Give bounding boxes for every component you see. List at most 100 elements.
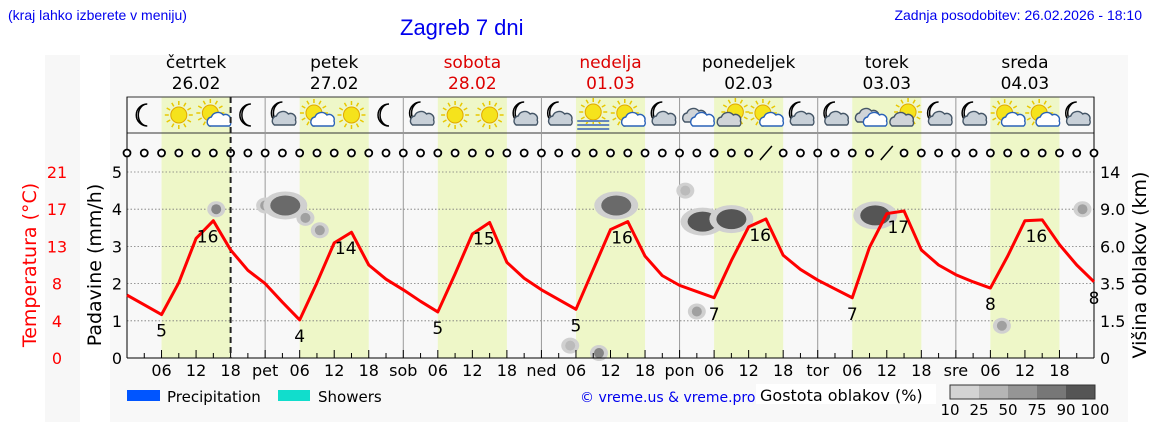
sun-disc [342,106,360,124]
calm-wind-icon [606,148,615,158]
sun-ray [1047,105,1052,109]
day-date: 27.02 [310,74,359,94]
x-tick-label: 06 [704,361,724,380]
temperature-max-label: 15 [473,229,495,249]
calm-wind-icon [640,148,650,158]
cloud-shape [716,111,742,127]
cloud-height-tick-label: 9.0 [1100,200,1125,219]
showers-legend-label: Showers [318,388,382,406]
sun-ray [585,99,589,104]
cloud-blob [593,348,604,359]
sun-ray [1009,100,1013,105]
cloud-shape [1035,111,1061,127]
sun-ray [612,105,617,109]
x-tick-label: sre [944,361,968,380]
sun-ray [1031,100,1035,105]
precip-tick-label: 4 [112,200,122,219]
cloud-legend-frame [949,384,1096,400]
calm-wind-icon [537,148,546,158]
moon-cloud-icon [788,101,815,126]
sun-ray [617,121,621,126]
moon-cloud-icon [1065,101,1091,126]
calm-wind-icon [157,148,166,158]
location-hint[interactable]: (kraj lahko izberete v meniju) [8,7,187,23]
sun-ray [355,123,360,128]
calm-wind-icon [847,148,857,158]
sun-ray [343,123,348,128]
cloud-shape [651,110,677,126]
cloud-blob [691,306,702,317]
sun-ray [447,123,451,128]
cloud-shape [759,111,785,127]
x-tick-label: tor [806,361,829,380]
precip-tick-label: 2 [112,275,122,294]
calm-wind-icon [519,148,529,158]
day-date: 03.03 [862,74,911,94]
day-date: 02.03 [724,74,773,94]
moon-cloud-icon [512,101,539,126]
cloud-height-axis-title: Višina oblakov (km) [1129,172,1151,359]
cloud-shape [690,111,715,127]
wind-barb-icon [759,145,773,161]
cloud-legend-level: 75 [1027,401,1046,419]
calm-wind-icon [381,148,391,158]
sun-disc [446,106,464,124]
sun-disc [481,106,499,124]
calm-wind-icon [778,148,788,158]
sun-ray [601,104,606,108]
sun-ray [997,100,1001,105]
sun-cloud-icon [990,99,1026,127]
x-tick-label: 12 [324,361,344,380]
cloud-shape [409,110,435,126]
precip-tick-label: 1 [112,312,122,331]
day-name: četrtek [166,53,227,73]
x-tick-label: 06 [980,361,1000,380]
sun-ray [617,100,621,105]
sun-ray [183,123,187,128]
temperature-min-label: 5 [432,319,443,339]
calm-wind-icon [951,148,961,158]
cloud-blob [716,209,747,230]
sun-ray [1031,121,1035,126]
daylight-band [575,97,646,358]
moon-shape [239,103,251,127]
sun-icon [441,101,470,129]
cloud-legend-level: 25 [969,401,988,419]
sun-ray [301,117,306,121]
sun-ray [459,102,463,107]
sun-ray [750,117,755,121]
cloud-blob [300,212,311,223]
calm-wind-icon [139,148,149,158]
cloud-legend-level: 50 [998,401,1017,419]
sun-ray [743,104,748,108]
calm-wind-icon [726,148,736,158]
sun-ray [1026,105,1031,109]
cloud-height-tick-label: 3.5 [1100,275,1125,294]
calm-wind-icon [1003,148,1013,158]
cloud-shape [927,110,953,126]
cloud-height-tick-label: 0 [1100,349,1110,368]
cloud-shape [310,111,336,127]
sun-ray [580,104,585,108]
x-tick-label: ned [526,361,556,380]
sun-ray [629,100,633,105]
calm-wind-icon [295,148,305,158]
x-tick-label: 18 [1049,361,1069,380]
sun-ray [750,105,755,109]
calm-wind-icon [1089,148,1099,158]
copyright-link: © vreme.us & vreme.pro [580,390,755,406]
sun-icon [164,101,193,129]
temp-tick-label: 8 [52,275,62,294]
day-date: 04.03 [1001,74,1050,94]
sun-ray [322,105,327,109]
sun-ray [183,102,187,107]
cloud-legend-level: 90 [1056,401,1075,419]
cloud-blob [1077,204,1088,215]
x-tick-label: 12 [462,361,482,380]
sun-ray [171,102,175,107]
temp-tick-label: 0 [52,349,62,368]
day-date: 28.02 [448,74,497,94]
sun-ray [997,121,1001,126]
sun-ray [459,123,463,128]
